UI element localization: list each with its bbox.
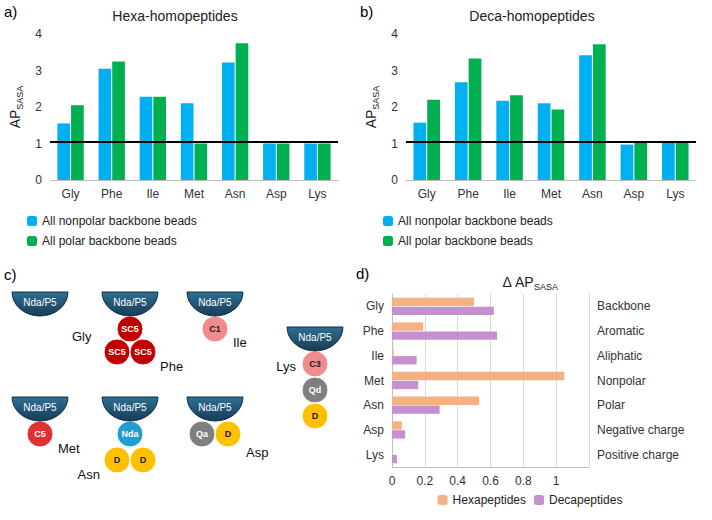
svg-text:D: D [140, 455, 147, 465]
svg-text:0.2: 0.2 [416, 474, 433, 488]
svg-text:Lys: Lys [666, 187, 684, 201]
svg-text:All nonpolar backbone beads: All nonpolar backbone beads [398, 214, 553, 228]
svg-text:SC5: SC5 [108, 347, 126, 357]
svg-text:SC5: SC5 [121, 324, 139, 334]
svg-text:Positive charge: Positive charge [597, 448, 679, 462]
svg-text:C3: C3 [309, 359, 321, 369]
svg-text:Phe: Phe [363, 324, 385, 338]
svg-text:Nda/P5: Nda/P5 [298, 332, 332, 343]
svg-text:Met: Met [541, 187, 562, 201]
svg-text:Nda/P5: Nda/P5 [198, 297, 232, 308]
svg-text:C5: C5 [34, 429, 46, 439]
svg-text:c): c) [4, 266, 17, 283]
svg-text:SASA: SASA [534, 282, 558, 292]
svg-text:Nda: Nda [121, 429, 139, 439]
svg-text:SASA: SASA [15, 86, 25, 110]
svg-text:Qd: Qd [309, 385, 322, 395]
svg-text:1: 1 [553, 474, 560, 488]
svg-text:2: 2 [391, 100, 398, 114]
svg-text:Phe: Phe [101, 187, 123, 201]
svg-text:Hexapeptides: Hexapeptides [453, 493, 526, 507]
svg-text:0: 0 [35, 173, 42, 187]
svg-text:D: D [312, 411, 319, 421]
svg-text:Gly: Gly [418, 187, 436, 201]
svg-text:Asp: Asp [624, 187, 645, 201]
svg-text:0.8: 0.8 [515, 474, 532, 488]
svg-text:Nda/P5: Nda/P5 [113, 297, 147, 308]
svg-text:Lys: Lys [308, 187, 326, 201]
svg-text:D: D [114, 455, 121, 465]
svg-text:Nda/P5: Nda/P5 [198, 402, 232, 413]
svg-text:4: 4 [35, 27, 42, 41]
svg-text:Gly: Gly [72, 329, 92, 344]
svg-text:Aliphatic: Aliphatic [597, 349, 642, 363]
svg-text:Lys: Lys [366, 448, 384, 462]
svg-text:Gly: Gly [366, 299, 384, 313]
svg-text:Ile: Ile [371, 349, 384, 363]
svg-text:Asn: Asn [225, 187, 246, 201]
svg-text:Nda/P5: Nda/P5 [23, 297, 57, 308]
svg-text:Asp: Asp [266, 187, 287, 201]
svg-text:All nonpolar backbone beads: All nonpolar backbone beads [42, 214, 197, 228]
svg-text:1: 1 [35, 137, 42, 151]
svg-text:Nda/P5: Nda/P5 [113, 402, 147, 413]
svg-text:Asn: Asn [582, 187, 603, 201]
svg-text:3: 3 [391, 64, 398, 78]
svg-text:2: 2 [35, 100, 42, 114]
svg-text:Polar: Polar [597, 398, 625, 412]
svg-text:C1: C1 [209, 324, 221, 334]
svg-text:0.6: 0.6 [482, 474, 499, 488]
svg-text:a): a) [4, 3, 17, 20]
svg-text:Met: Met [364, 374, 385, 388]
svg-text:All polar backbone beads: All polar backbone beads [42, 234, 177, 248]
svg-text:AP: AP [7, 110, 23, 129]
svg-text:Ile: Ile [147, 187, 160, 201]
svg-text:Ile: Ile [503, 187, 516, 201]
svg-text:Ile: Ile [233, 335, 247, 350]
svg-text:Asp: Asp [363, 423, 384, 437]
svg-text:Hexa-homopeptides: Hexa-homopeptides [112, 8, 237, 24]
svg-text:Asp: Asp [246, 445, 268, 460]
svg-text:Aromatic: Aromatic [597, 324, 644, 338]
svg-text:Met: Met [184, 187, 205, 201]
svg-text:SC5: SC5 [134, 347, 152, 357]
svg-text:Met: Met [58, 441, 80, 456]
svg-text:Asn: Asn [363, 398, 384, 412]
svg-text:Backbone: Backbone [597, 299, 651, 313]
svg-text:Decapeptides: Decapeptides [549, 493, 622, 507]
svg-text:Δ AP: Δ AP [502, 274, 533, 290]
svg-text:0: 0 [389, 474, 396, 488]
svg-text:4: 4 [391, 27, 398, 41]
svg-text:0.4: 0.4 [449, 474, 466, 488]
svg-text:Nonpolar: Nonpolar [597, 374, 646, 388]
svg-text:All polar backbone beads: All polar backbone beads [398, 234, 533, 248]
svg-text:0: 0 [391, 173, 398, 187]
svg-text:d): d) [356, 265, 369, 282]
svg-text:Negative charge: Negative charge [597, 423, 685, 437]
svg-text:Lys: Lys [276, 359, 296, 374]
svg-text:Gly: Gly [62, 187, 80, 201]
svg-text:Nda/P5: Nda/P5 [23, 402, 57, 413]
svg-text:SASA: SASA [371, 86, 381, 110]
svg-text:Qa: Qa [196, 429, 209, 439]
svg-text:Phe: Phe [457, 187, 479, 201]
svg-text:Deca-homopeptides: Deca-homopeptides [469, 8, 594, 24]
svg-text:b): b) [360, 3, 373, 20]
svg-text:3: 3 [35, 64, 42, 78]
svg-text:AP: AP [363, 110, 379, 129]
svg-text:Phe: Phe [160, 359, 183, 374]
svg-text:Asn: Asn [78, 467, 100, 482]
svg-text:D: D [225, 429, 232, 439]
svg-text:1: 1 [391, 137, 398, 151]
